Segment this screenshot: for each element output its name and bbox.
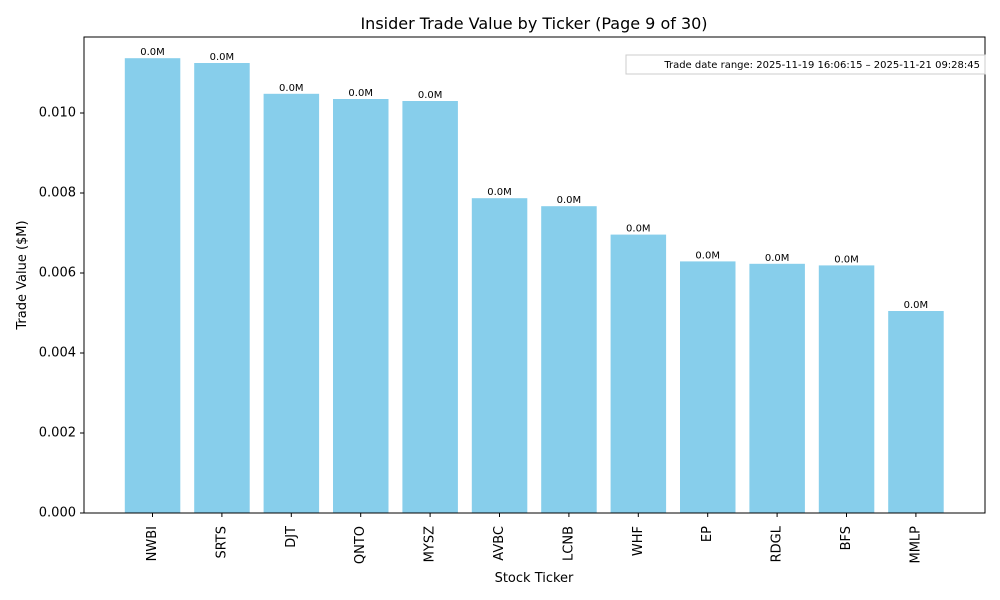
bar-mmlp bbox=[888, 311, 944, 513]
x-tick-label-djt: DJT bbox=[284, 526, 299, 548]
x-tick-label-srts: SRTS bbox=[214, 526, 229, 559]
y-tick-label-0: 0.000 bbox=[39, 506, 76, 521]
x-tick-label-rdgl: RDGL bbox=[770, 525, 785, 562]
data-label-avbc: 0.0M bbox=[487, 187, 512, 198]
x-tick-label-mysz: MYSZ bbox=[423, 526, 438, 562]
data-label-srts: 0.0M bbox=[210, 52, 235, 63]
bar-mysz bbox=[402, 101, 458, 513]
bar-rdgl bbox=[749, 263, 805, 513]
y-axis-label: Trade Value ($M) bbox=[15, 220, 30, 330]
data-label-mmlp: 0.0M bbox=[904, 300, 929, 311]
bar-ep bbox=[680, 261, 736, 513]
annotation-box bbox=[625, 54, 986, 75]
x-axis: NWBI SRTS DJT QNTO MYSZ AVBC LCNB WHF EP RDGL BFS M… bbox=[145, 513, 923, 564]
bars-group bbox=[124, 58, 944, 514]
bar-lcnb bbox=[541, 206, 597, 513]
y-tick-label-5: 0.010 bbox=[39, 106, 76, 121]
x-tick-label-ep: EP bbox=[700, 526, 715, 542]
x-tick-label-qnto: QNTO bbox=[353, 526, 368, 564]
bar-qnto bbox=[333, 99, 389, 513]
chart-title: Insider Trade Value by Ticker (Page 9 of… bbox=[360, 14, 707, 33]
bar-srts bbox=[194, 63, 250, 513]
data-label-bfs: 0.0M bbox=[834, 254, 859, 265]
x-tick-label-avbc: AVBC bbox=[492, 526, 507, 561]
plot-frame bbox=[83, 36, 986, 514]
bar-avbc bbox=[471, 198, 528, 513]
bar-bfs bbox=[818, 265, 875, 513]
y-tick-label-1: 0.002 bbox=[39, 426, 76, 441]
data-label-whf: 0.0M bbox=[626, 224, 651, 235]
bar-djt bbox=[263, 93, 320, 514]
trade-date-range-annotation: Trade date range: 2025-11-19 16:06:15 – … bbox=[663, 60, 980, 71]
data-label-mysz: 0.0M bbox=[418, 90, 443, 101]
y-tick-label-2: 0.004 bbox=[39, 346, 76, 361]
data-labels-group: 0.0M 0.0M 0.0M 0.0M 0.0M 0.0M 0.0M 0.0M 0.0M 0.0M… bbox=[140, 47, 928, 311]
x-tick-label-whf: WHF bbox=[631, 526, 646, 556]
x-tick-label-lcnb: LCNB bbox=[561, 526, 576, 561]
data-label-djt: 0.0M bbox=[279, 83, 304, 94]
x-tick-label-nwbi: NWBI bbox=[145, 526, 160, 561]
x-tick-label-bfs: BFS bbox=[839, 526, 854, 550]
x-axis-label: Stock Ticker bbox=[495, 571, 574, 586]
bar-nwbi bbox=[124, 58, 181, 513]
bar-whf bbox=[610, 234, 667, 513]
data-label-rdgl: 0.0M bbox=[765, 253, 790, 264]
y-tick-label-4: 0.008 bbox=[39, 186, 76, 201]
data-label-qnto: 0.0M bbox=[348, 88, 373, 99]
x-tick-label-mmlp: MMLP bbox=[908, 526, 923, 564]
data-label-nwbi: 0.0M bbox=[140, 47, 165, 58]
y-tick-label-3: 0.006 bbox=[39, 266, 76, 281]
y-axis: 0.000 0.002 0.004 0.006 0.008 0.010 bbox=[39, 106, 84, 521]
data-label-lcnb: 0.0M bbox=[557, 195, 582, 206]
data-label-ep: 0.0M bbox=[695, 250, 720, 261]
